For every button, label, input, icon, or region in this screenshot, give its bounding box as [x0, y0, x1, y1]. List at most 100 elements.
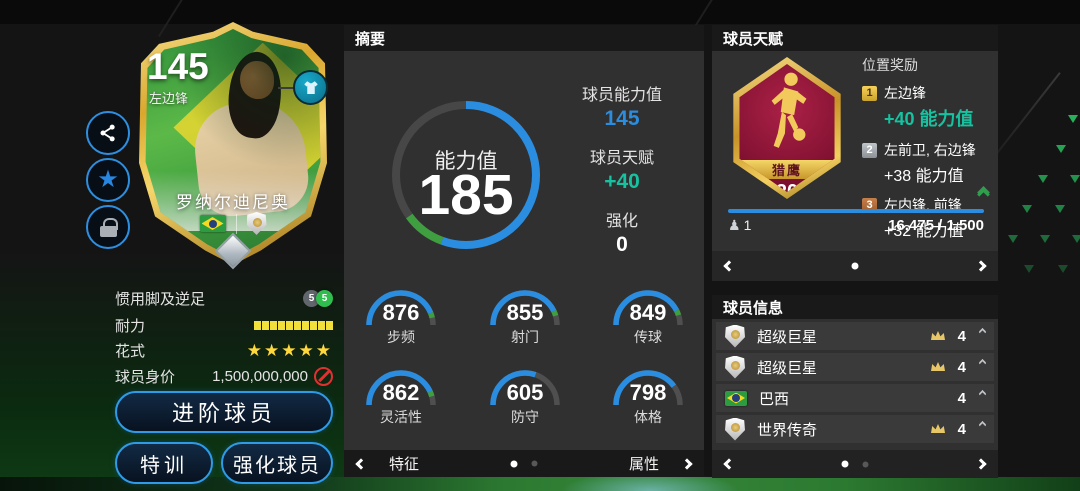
left-green-gradient: [0, 250, 344, 477]
stat-pace: 876 步频: [346, 285, 456, 345]
info-label: 超级巨星: [757, 328, 818, 346]
pager-right-label[interactable]: 属性: [628, 456, 659, 473]
jersey-connector-line: [278, 87, 294, 89]
info-row-world-legend[interactable]: 世界传奇 4: [716, 415, 994, 443]
value-row: 球员身价 1,500,000,000: [115, 366, 333, 387]
jersey-icon: [303, 80, 318, 94]
talent-badge[interactable]: 猎鹰 20: [733, 57, 841, 199]
bonus-positions: 左边锋: [884, 85, 926, 101]
stat-value: 605: [506, 380, 544, 405]
chevron-left-icon[interactable]: [723, 458, 735, 470]
chevron-right-icon[interactable]: [975, 458, 987, 470]
detail-value-ovr: 145: [604, 107, 640, 130]
info-count: 4: [957, 389, 966, 407]
pager-dot-active: [841, 460, 849, 468]
summary-details: 球员能力值 145 球员天赋 +40 强化 0: [560, 81, 684, 270]
enhance-player-button[interactable]: 强化球员: [221, 442, 333, 484]
skill-stars: ★★★★★: [246, 340, 333, 360]
weak-foot-icon: 5: [303, 290, 320, 307]
detail-label: 球员能力值: [581, 87, 662, 104]
detail-value-upgrade: 0: [616, 233, 628, 256]
badge-level: 20: [775, 181, 799, 203]
stat-value: 862: [382, 380, 420, 405]
player-card[interactable]: 145 左边锋 罗纳尔迪尼奥: [133, 22, 333, 270]
bonus-title: 位置奖励: [862, 57, 918, 73]
club-shield-icon: [725, 324, 745, 348]
falcon-player-badge: 猎鹰 20: [739, 64, 835, 192]
talent-points: 16,475 / 1,500: [888, 217, 984, 234]
detail-label: 强化: [605, 213, 638, 230]
top-background-strip: [0, 0, 1080, 24]
gold-crown-icon: [930, 423, 946, 435]
detail-value-talent: +40: [604, 170, 640, 193]
info-row-superstar-1[interactable]: 超级巨星 4: [716, 322, 994, 350]
stat-label: 灵活性: [380, 409, 422, 425]
chevron-right-icon[interactable]: [681, 457, 693, 470]
stat-value: 855: [506, 300, 544, 325]
talent-header: 球员天赋: [712, 25, 998, 51]
deco-triangle: [1040, 235, 1050, 243]
skill-label: 花式: [115, 343, 146, 360]
mini-double-chevron-icon: [978, 327, 987, 337]
card-vignette: [145, 29, 321, 258]
rank-3-badge: 3: [862, 197, 877, 213]
meta-divider: [235, 213, 237, 234]
pager-dot: [531, 460, 538, 467]
rank-2-badge: 2: [862, 142, 877, 158]
kit-select-button[interactable]: [293, 70, 328, 105]
rank-value: 1: [743, 217, 752, 233]
training-button[interactable]: 特训: [115, 442, 213, 484]
advance-player-button[interactable]: 进阶球员: [115, 391, 333, 433]
deco-triangle: [1068, 115, 1078, 123]
value-label: 球员身价: [115, 369, 176, 386]
skill-row: 花式 ★★★★★: [115, 340, 333, 361]
card-meta-row: [133, 212, 333, 235]
info-row-superstar-2[interactable]: 超级巨星 4: [716, 353, 994, 381]
prohibited-icon: [314, 367, 333, 386]
double-chevron-up-icon[interactable]: [977, 186, 990, 201]
stat-label: 传球: [634, 329, 662, 345]
pager-dots: [841, 460, 869, 468]
chevron-left-icon[interactable]: [355, 457, 367, 470]
gold-crown-icon: [930, 330, 946, 342]
stamina-label: 耐力: [115, 318, 146, 335]
foot-label: 惯用脚及逆足: [115, 291, 206, 308]
favorite-button[interactable]: ★: [86, 158, 130, 202]
deco-triangle: [1055, 205, 1065, 213]
brazil-flag-icon: [725, 390, 747, 406]
stat-value: 798: [629, 380, 667, 405]
mini-double-chevron-icon: [978, 420, 987, 430]
rank-1-badge: 1: [862, 85, 877, 101]
bonus-value: +38 能力值: [884, 168, 964, 185]
stat-shooting: 855 射门: [470, 285, 580, 345]
info-row-brazil[interactable]: 巴西 4: [716, 384, 994, 412]
club-shield-icon: [725, 355, 745, 379]
strong-foot-icon: 5: [316, 290, 333, 307]
value-amount: 1,500,000,000: [212, 368, 308, 385]
pager-left-label[interactable]: 特征: [389, 456, 420, 473]
stat-label: 防守: [511, 409, 539, 425]
rank-pawn-icon: ♟: [728, 217, 741, 233]
deco-triangle: [1056, 145, 1066, 153]
stat-passing: 849 传球: [593, 285, 703, 345]
stamina-bar: [254, 321, 333, 330]
club-shield-icon: [725, 417, 745, 441]
gauge-ring: [392, 101, 540, 249]
pager-dot-active: [851, 262, 859, 270]
lock-icon: [99, 217, 118, 237]
talent-panel: 球员天赋 猎鹰 20 位置奖励 1 左边锋 +40 能力值: [712, 25, 998, 281]
club-shield-icon: [246, 212, 267, 235]
summary-panel: 摘要 能力值 185 球员能力值 145 球员天赋 +40 强化 0 876 步…: [344, 25, 704, 477]
chevron-left-icon[interactable]: [723, 260, 735, 272]
info-count: 4: [957, 420, 966, 438]
lock-button[interactable]: [86, 205, 130, 249]
stat-label: 步频: [387, 329, 415, 345]
brazil-flag-icon: [199, 215, 226, 232]
badge-name-banner: 猎鹰: [739, 160, 835, 179]
foot-row: 惯用脚及逆足 5 5: [115, 288, 333, 309]
deco-triangle: [1008, 235, 1018, 243]
deco-triangle: [1024, 265, 1034, 273]
chevron-right-icon[interactable]: [975, 260, 987, 272]
share-button[interactable]: [86, 111, 130, 155]
info-label: 超级巨星: [757, 359, 818, 377]
